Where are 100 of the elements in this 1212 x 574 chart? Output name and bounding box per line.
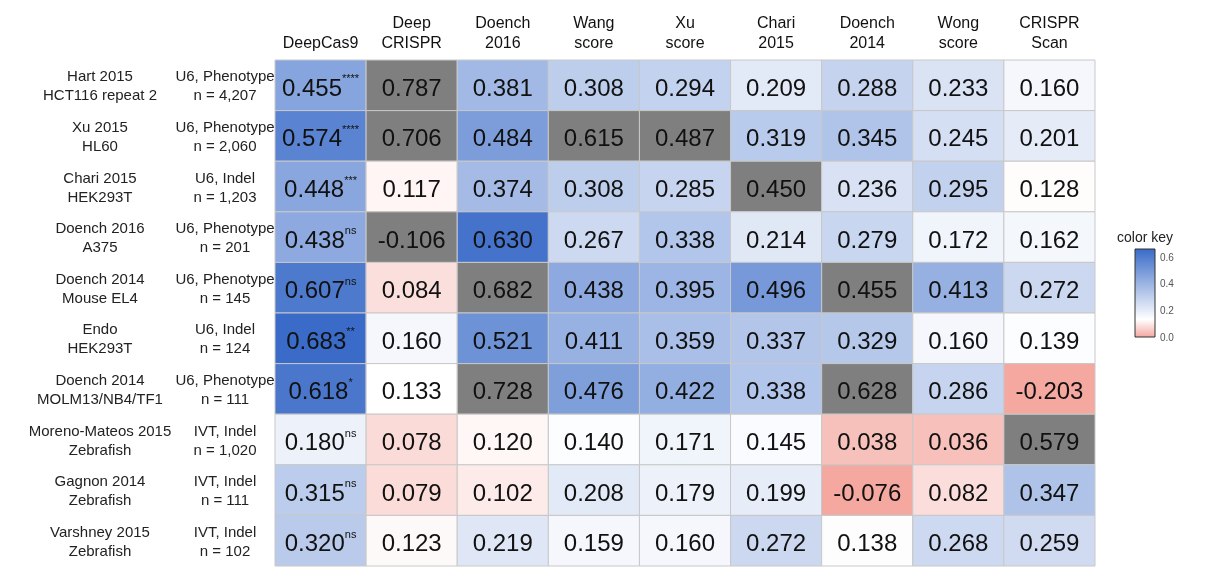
data-label: 0.201 — [1019, 124, 1080, 152]
data-label: 0.448*** — [284, 173, 358, 202]
y2-tick-label: U6, Indel n = 1,203 — [193, 168, 257, 205]
color-bar-label: 0.4 — [1160, 278, 1175, 290]
y2-tick-label: IVT, Indel n = 102 — [193, 522, 257, 559]
data-label: 0.145 — [746, 428, 807, 455]
x-tick-label: Deep CRISPR — [381, 13, 442, 51]
x-tick-label: DeepCas9 — [282, 33, 359, 51]
color-bar-label: 0.2 — [1160, 304, 1175, 316]
text: 0.682 — [472, 276, 533, 304]
data-label: 0.308 — [563, 73, 624, 101]
y2-tick-label: U6, Indel n = 124 — [194, 320, 256, 357]
data-label: 0.160 — [381, 326, 442, 354]
data-label: 0.079 — [381, 478, 442, 506]
data-label: 0.422 — [654, 377, 716, 405]
data-label: 0.496 — [746, 276, 807, 304]
data-label: 0.128 — [1019, 175, 1080, 202]
data-label: 0.159 — [563, 529, 624, 557]
data-label: 0.171 — [654, 428, 716, 455]
data-label: 0.683** — [286, 325, 356, 354]
data-label: 0.162 — [1019, 225, 1080, 253]
x-tick-label: Wong score — [937, 13, 980, 51]
data-label: 0.140 — [563, 428, 624, 455]
text: -0.106 — [377, 225, 446, 253]
data-label: 0.219 — [472, 529, 533, 557]
data-label: 0.308 — [563, 175, 624, 202]
data-label: 0.120 — [472, 428, 533, 455]
data-label: 0.438 — [563, 276, 624, 304]
text: 0.450 — [746, 175, 807, 202]
data-label: 0.084 — [381, 276, 442, 304]
data-label: 0.338 — [746, 377, 807, 405]
data-label: 0.123 — [381, 529, 442, 557]
y-tick-label: Doench 2014 MOLM13/NB4/TF1 — [37, 370, 163, 407]
x-tick-label: Doench 2016 — [475, 13, 531, 51]
text: 0.628 — [837, 377, 898, 405]
y2-tick-label: U6, Phenotype n = 2,060 — [175, 117, 275, 154]
data-label: 0.345 — [837, 124, 898, 152]
x-tick-label: Chari 2015 — [756, 13, 796, 51]
data-label: 0.630 — [472, 225, 533, 253]
data-label: 0.272 — [1019, 276, 1080, 304]
y2-tick-label: IVT, Indel n = 1,020 — [193, 421, 257, 458]
data-label: 0.338 — [654, 225, 716, 253]
data-label: 0.294 — [654, 73, 716, 101]
data-label: 0.209 — [746, 73, 807, 101]
y2-tick-label: U6, Phenotype n = 4,207 — [175, 67, 275, 104]
data-label: 0.395 — [654, 276, 716, 304]
data-label: 0.329 — [837, 326, 898, 354]
text: 0.787 — [381, 73, 442, 101]
text: 0.579 — [1019, 428, 1080, 455]
data-label: 0.574**** — [281, 122, 360, 152]
data-label: 0.160 — [1019, 73, 1080, 101]
y-tick-label: Hart 2015 HCT116 repeat 2 — [43, 67, 157, 104]
y-tick-label: Xu 2015 HL60 — [72, 117, 128, 154]
text: 0.487 — [654, 124, 716, 152]
y-tick-label: Doench 2016 A375 — [55, 219, 145, 256]
color-bar-title: color key — [1116, 229, 1174, 245]
text: 0.706 — [381, 124, 442, 152]
data-label: 0.245 — [928, 124, 989, 152]
data-label: 0.199 — [746, 478, 807, 506]
data-label: 0.374 — [472, 175, 533, 202]
color-bar-label: 0.0 — [1160, 331, 1175, 343]
data-label: 0.233 — [928, 73, 989, 101]
data-label: 0.319 — [746, 124, 807, 152]
y-tick-label: Gagnon 2014 Zebrafish — [54, 472, 146, 509]
data-label: 0.285 — [654, 175, 716, 202]
data-label: 0.139 — [1019, 326, 1080, 354]
y-tick-label: Moreno-Mateos 2015 Zebrafish — [28, 421, 172, 458]
data-label: 0.172 — [928, 225, 989, 253]
data-label: 0.259 — [1019, 529, 1080, 557]
data-label: 0.102 — [472, 478, 533, 506]
y2-tick-label: U6, Phenotype n = 111 — [175, 370, 275, 407]
data-label: 0.208 — [563, 478, 624, 506]
data-label: 0.214 — [746, 225, 807, 253]
y-tick-label: Chari 2015 HEK293T — [63, 168, 137, 205]
color-bar-label: 0.6 — [1160, 251, 1175, 263]
data-label: 0.484 — [472, 124, 533, 152]
data-label: 0.138 — [837, 529, 898, 557]
data-label: 0.160 — [654, 529, 716, 557]
data-label: 0.295 — [928, 175, 989, 202]
data-label: 0.279 — [837, 225, 898, 253]
data-label: 0.618* — [288, 375, 354, 405]
data-label: 0.337 — [746, 326, 807, 354]
x-tick-label: CRISPR Scan — [1019, 13, 1080, 51]
y2-tick-label: U6, Phenotype n = 201 — [175, 219, 275, 256]
data-label: 0.038 — [837, 428, 898, 455]
data-label: 0.521 — [472, 326, 533, 354]
data-label: 0.179 — [654, 478, 716, 506]
data-label: 0.082 — [928, 478, 989, 506]
text: 0.615 — [563, 124, 624, 152]
data-label: 0.359 — [654, 326, 716, 354]
data-label: 0.268 — [928, 529, 989, 557]
data-label: 0.455**** — [281, 72, 360, 101]
y-tick-label: Doench 2014 Mouse EL4 — [55, 269, 145, 306]
y-tick-label: Endo HEK293T — [67, 320, 133, 357]
data-label: 0.117 — [382, 175, 441, 202]
data-label: 0.078 — [381, 428, 442, 455]
x-tick-label: Wang score — [573, 13, 615, 51]
data-label: 0.236 — [837, 175, 898, 202]
data-label: -0.203 — [1015, 377, 1084, 405]
text: 0.728 — [472, 377, 533, 405]
